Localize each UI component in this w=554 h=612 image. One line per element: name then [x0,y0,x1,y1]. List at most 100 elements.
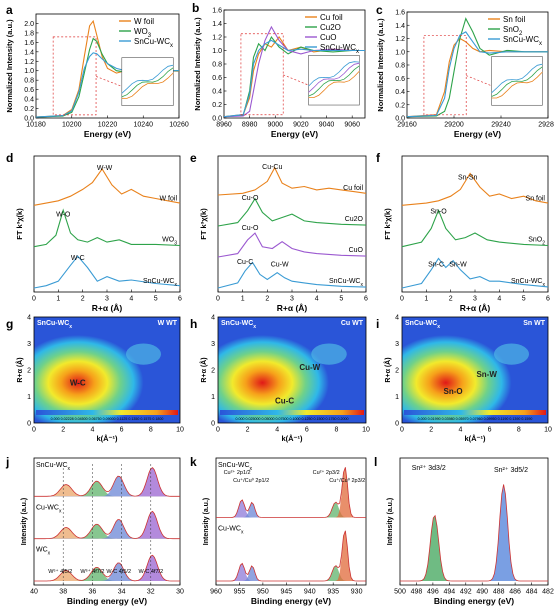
fit-component [216,502,366,518]
panel-label-b: b [192,1,199,15]
x-tick-label: 9040 [319,122,335,129]
zoom-connector [95,76,122,87]
x-tick-label: 0 [32,427,36,434]
panel-label-h: h [190,317,197,331]
heatmap-fill [402,317,548,423]
inset-line [491,66,543,97]
y-tick-label: 1.0 [395,49,405,56]
x-tick-label: 36 [89,589,97,596]
x-tick-label: 4 [497,296,501,303]
x-tick-label: 10200 [62,122,82,129]
x-tick-label: 4 [129,296,133,303]
x-axis-label: R+α (Å) [460,303,491,313]
peak-annotation: W-C 4f5/2 [106,569,131,575]
x-tick-label: 4 [315,296,319,303]
x-axis-label: Energy (eV) [84,129,131,139]
plot-frame-k [215,457,367,586]
y-tick-label: 0.6 [395,76,405,83]
peak-annotation: Cu-C [237,259,253,266]
panel-label-d: d [6,151,13,165]
inset-line [308,70,360,98]
x-tick-label: 2 [449,296,453,303]
y-tick-label: 2.0 [24,21,34,28]
panel-label-f: f [376,151,381,165]
inset-line [121,72,174,99]
y-tick-label: 1.8 [24,30,34,37]
colorbar [404,410,546,415]
peak-annotation: Cu²⁺ 2p3/2 [313,469,340,476]
zoom-connector [283,74,309,86]
fit-component [400,484,548,581]
y-tick-label: 0.4 [24,97,34,104]
panel-label-e: e [190,151,197,165]
y-tick-label: 0.2 [212,102,222,109]
zoom-box [423,34,467,116]
x-tick-label: 930 [351,589,363,596]
x-tick-label: 34 [118,589,126,596]
x-axis-label: R+α (Å) [92,303,123,313]
x-tick-label: 8 [517,427,521,434]
series-line [401,208,549,248]
y-tick-label: 0.2 [24,106,34,113]
x-tick-label: 484 [526,589,538,596]
series-line [401,172,549,206]
peak-annotation: Cu²⁺ 2p1/2 [224,469,251,476]
series-label: SnCu-WCx [143,278,178,288]
y-tick-label: 0 [27,421,31,428]
y-tick-label: 1 [395,394,399,401]
x-tick-label: 29280 [538,122,554,129]
heatmap-fill [218,317,366,423]
x-tick-label: 8980 [242,122,258,129]
x-tick-label: 950 [257,589,269,596]
colorbar-ticks: 0.000 0.01990 0.03980 0.05970 0.07960 0.… [418,417,533,421]
envelope-line [34,467,180,497]
x-tick-label: 10 [176,427,184,434]
series-label: Cu foil [343,185,363,192]
y-axis-label: FT k²χ(k) [383,208,392,240]
series-label: Sn foil [526,195,546,202]
x-tick-label: 492 [460,589,472,596]
peak-annotation: W-C 4f7/2 [138,569,163,575]
fit-component [216,565,366,581]
y-tick-label: 1 [27,394,31,401]
y-axis-label: R+α (Å) [199,357,208,382]
colorbar-ticks: 0.000 0.02228 0.04500 0.06750 0.09000 0.… [51,417,164,421]
series-label: W foil [160,195,178,202]
series-line [401,257,549,289]
x-tick-label: 38 [59,589,67,596]
series-line [217,232,367,258]
x-tick-label: 6 [305,427,309,434]
x-axis-label: k(Å⁻¹) [281,434,303,443]
x-tick-label: 0 [400,427,404,434]
y-axis-label: Normalized Intensity (a.u.) [376,18,385,112]
peak-annotation: Sn²⁺ 3d5/2 [494,467,528,474]
y-tick-label: 1.2 [24,59,34,66]
y-tick-label: 1.4 [24,49,34,56]
x-tick-label: 32 [147,589,155,596]
y-tick-label: 0.0 [395,116,405,123]
envelope-line [216,467,366,518]
peak-annotation: Sn-W [449,262,467,269]
x-tick-label: 29240 [491,122,511,129]
heatmap-title-left: SnCu-WCx [221,320,256,330]
plot-frame-h [217,316,367,424]
x-tick-label: 2 [61,427,65,434]
y-axis-label: FT k³χ(k) [15,208,24,240]
y-tick-label: 2 [211,368,215,375]
y-tick-label: 0.8 [24,78,34,85]
series-label: WO3 [162,237,177,247]
x-tick-label: 488 [493,589,505,596]
x-tick-label: 9000 [267,122,283,129]
panel-label-i: i [376,317,379,331]
peak-annotation: W-W [97,165,113,172]
peak-annotation: Cu⁺/Cu⁰ 2p3/2 [329,477,365,484]
y-tick-label: 1.6 [395,10,405,17]
series-line [223,39,365,118]
series-line [406,17,548,118]
colorbar [220,410,364,415]
peak-annotation: Cu-Cu [262,164,282,171]
heatmap-blob [125,343,162,365]
panel-label-a: a [6,3,13,17]
y-axis-label: Normalized Intensity (a.u.) [193,17,202,111]
heatmap-title-right: W WT [158,320,178,327]
